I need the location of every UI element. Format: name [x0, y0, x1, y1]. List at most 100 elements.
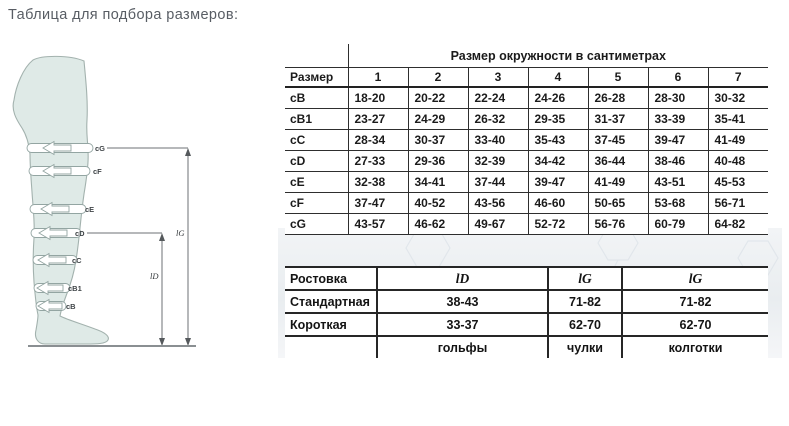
leg-silhouette: [12, 55, 109, 345]
size-cell: 43-57: [347, 213, 408, 235]
size-col-header: 2: [407, 67, 468, 88]
size-cell: 35-43: [527, 129, 588, 151]
size-cell: 22-24: [467, 87, 528, 109]
size-cell: 36-44: [587, 150, 648, 172]
size-col-header: 7: [707, 67, 769, 88]
row-label-cell: cD: [285, 150, 348, 172]
size-cell: 27-33: [347, 150, 408, 172]
band-label-cC: cC: [72, 256, 82, 265]
table-row: cF 37-47 40-52 43-56 46-60 50-65 53-68 5…: [285, 192, 769, 214]
size-cell: 18-20: [347, 87, 408, 109]
band-label-cE: cE: [85, 205, 94, 214]
page-title: Таблица для подбора размеров:: [8, 7, 239, 23]
size-col-header: 3: [467, 67, 528, 88]
band-label-cB1: cB1: [68, 284, 82, 293]
size-cell: 20-22: [407, 87, 468, 109]
size-cell: 41-49: [587, 171, 648, 193]
height-cell: 33-37: [376, 313, 548, 337]
span-header-cell: Размер окружности в сантиметрах: [347, 44, 769, 68]
table-row: cB1 23-27 24-29 26-32 29-35 31-37 33-39 …: [285, 108, 769, 130]
table-row: cD 27-33 29-36 32-39 34-42 36-44 38-46 4…: [285, 150, 769, 172]
height-cell: 71-82: [621, 290, 768, 314]
row-label-cell: Короткая: [285, 313, 377, 337]
length-header-lG2: lG: [621, 266, 768, 291]
height-cell: 38-43: [376, 290, 548, 314]
length-label-lG: lG: [176, 228, 185, 238]
size-cell: 40-52: [407, 192, 468, 214]
size-cell: 50-65: [587, 192, 648, 214]
size-cell: 34-41: [407, 171, 468, 193]
size-cell: 33-39: [647, 108, 708, 130]
measurement-bands: [26, 140, 94, 314]
product-type-kolgotki: колготки: [621, 336, 768, 358]
table-row: cB 18-20 20-22 22-24 24-26 26-28 28-30 3…: [285, 87, 769, 109]
size-cell: 45-53: [707, 171, 769, 193]
size-cell: 24-29: [407, 108, 468, 130]
size-cell: 23-27: [347, 108, 408, 130]
row-label-cell: cG: [285, 213, 348, 235]
size-cell: 37-44: [467, 171, 528, 193]
band-arrow-cE: [40, 201, 70, 217]
length-lines: [87, 147, 189, 343]
size-col-header: 4: [527, 67, 588, 88]
band-label-cG: cG: [95, 144, 105, 153]
row-label-cell: cB: [285, 87, 348, 109]
size-cell: 28-30: [647, 87, 708, 109]
size-col-header: 1: [347, 67, 408, 88]
size-cell: 49-67: [467, 213, 528, 235]
size-cell: 32-39: [467, 150, 528, 172]
size-cell: 26-28: [587, 87, 648, 109]
size-cell: 56-76: [587, 213, 648, 235]
row-label-cell: cE: [285, 171, 348, 193]
length-label-lD: lD: [150, 271, 159, 281]
size-cell: 46-62: [407, 213, 468, 235]
size-cell: 41-49: [707, 129, 769, 151]
size-cell: 52-72: [527, 213, 588, 235]
size-cell: 29-35: [527, 108, 588, 130]
band-arrow-cC: [37, 252, 67, 268]
size-cell: 31-37: [587, 108, 648, 130]
size-cell: 24-26: [527, 87, 588, 109]
size-cell: 28-34: [347, 129, 408, 151]
size-cell: 34-42: [527, 150, 588, 172]
table-row: cG 43-57 46-62 49-67 52-72 56-76 60-79 6…: [285, 213, 769, 235]
size-cell: 37-47: [347, 192, 408, 214]
product-type-row: гольфы чулки колготки: [285, 336, 768, 358]
size-corner-label: Размер: [285, 67, 348, 88]
corner-empty-cell: [285, 44, 348, 68]
table-row: cC 28-34 30-37 33-40 35-43 37-45 39-47 4…: [285, 129, 769, 151]
band-label-cB: cB: [66, 302, 76, 311]
size-table: Размер окружности в сантиметрах Размер 1…: [285, 44, 769, 235]
size-cell: 60-79: [647, 213, 708, 235]
length-line-lG: [107, 147, 189, 343]
height-cell: 71-82: [547, 290, 622, 314]
product-type-golfy: гольфы: [376, 336, 548, 358]
table-row: cE 32-38 34-41 37-44 39-47 41-49 43-51 4…: [285, 171, 769, 193]
leg-diagram: cG cF cE cD cC cB1 cB lG lD: [12, 55, 196, 347]
band-arrow-cG: [42, 140, 72, 156]
size-cell: 56-71: [707, 192, 769, 214]
row-label-cell: cC: [285, 129, 348, 151]
row-label-cell: Стандартная: [285, 290, 377, 314]
size-cell: 33-40: [467, 129, 528, 151]
band-arrow-cF: [42, 163, 72, 179]
height-header-row: Ростовка lD lG lG: [285, 266, 768, 291]
size-cell: 40-48: [707, 150, 769, 172]
table-row: Короткая 33-37 62-70 62-70: [285, 313, 768, 337]
size-cell: 32-38: [347, 171, 408, 193]
size-cell: 43-51: [647, 171, 708, 193]
size-cell: 53-68: [647, 192, 708, 214]
length-header-lG: lG: [547, 266, 622, 291]
table-row: Стандартная 38-43 71-82 71-82: [285, 290, 768, 314]
arrowheads: [159, 148, 191, 346]
size-cell: 64-82: [707, 213, 769, 235]
band-arrow-cD: [38, 225, 68, 241]
length-line-lD: [87, 232, 163, 343]
band-arrow-cB: [37, 298, 63, 314]
size-cell: 39-47: [647, 129, 708, 151]
row-label-cell: cF: [285, 192, 348, 214]
size-cell: 26-32: [467, 108, 528, 130]
size-cell: 38-46: [647, 150, 708, 172]
size-cell: 37-45: [587, 129, 648, 151]
